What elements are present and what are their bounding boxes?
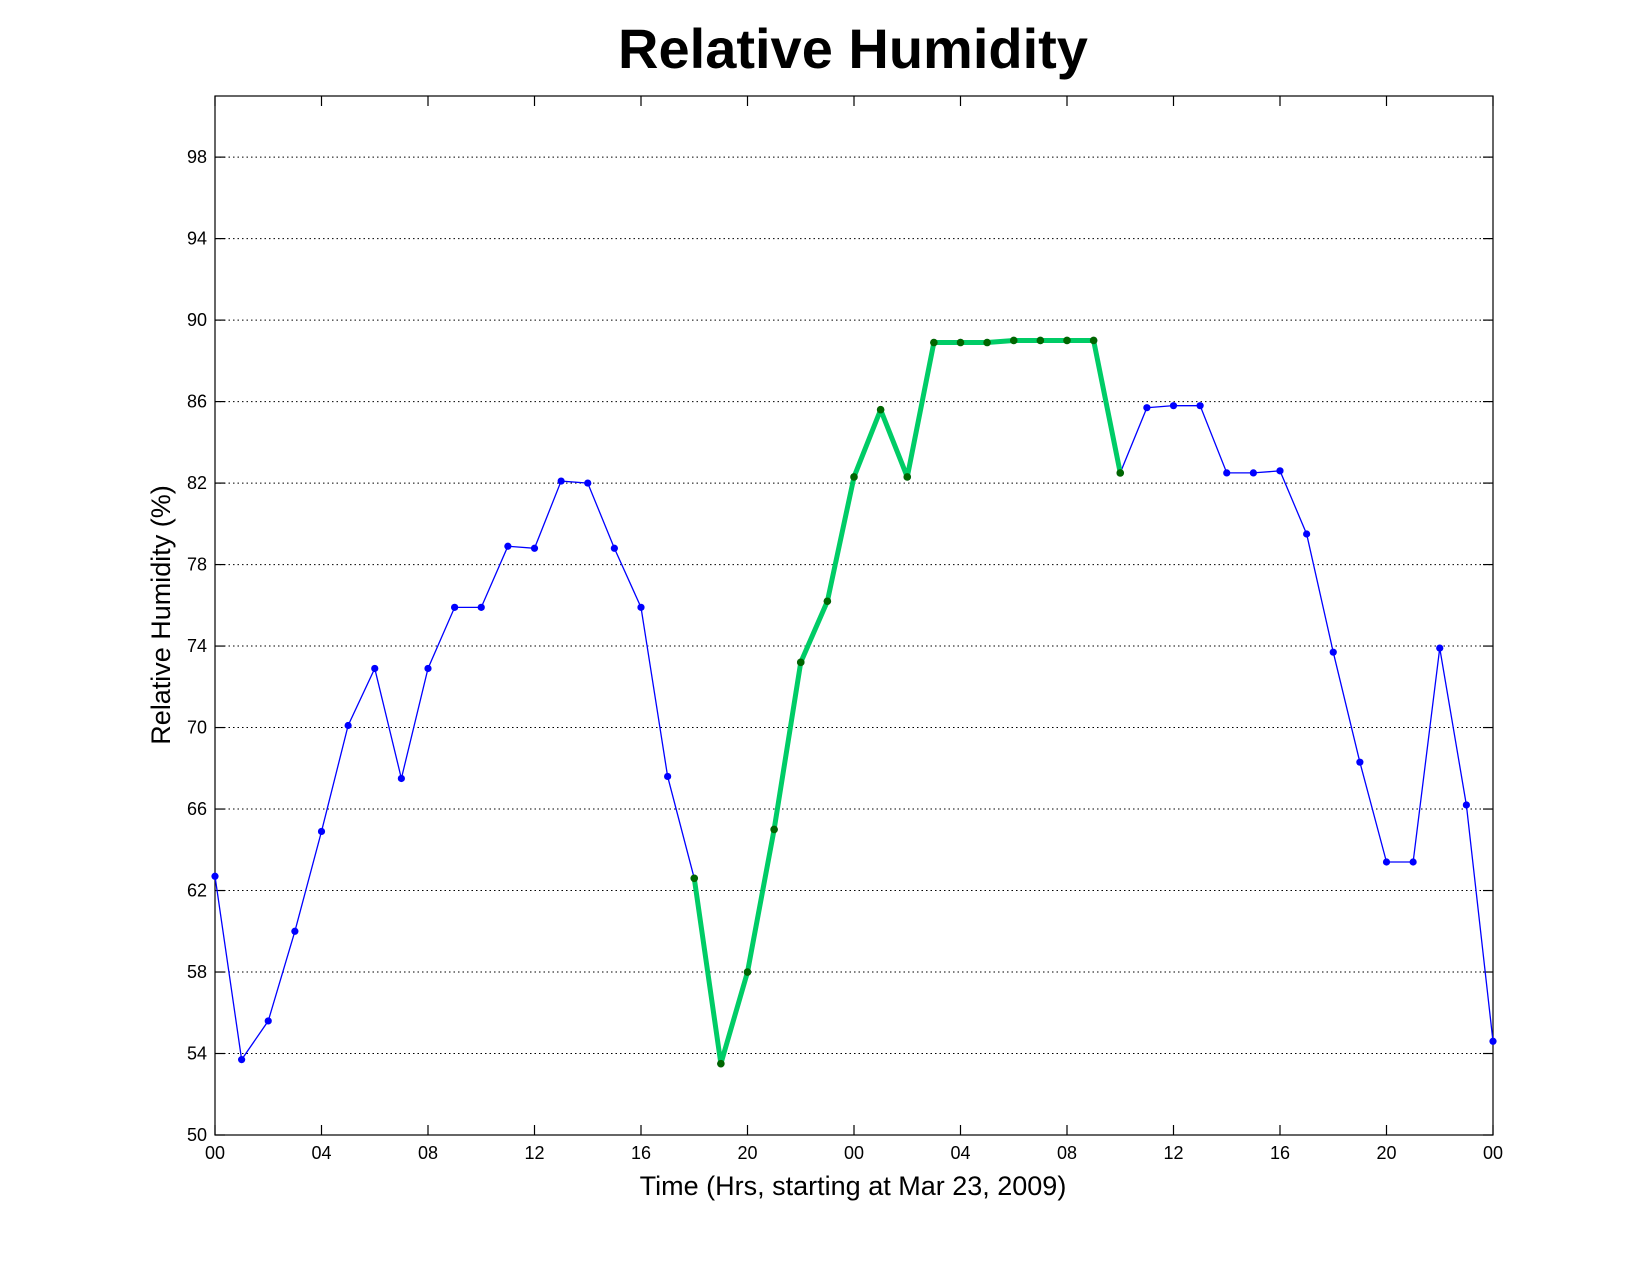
x-tick-label: 16: [631, 1143, 651, 1163]
data-point: [637, 603, 645, 611]
series-line-base: [214, 339, 1494, 1064]
data-point: [1356, 758, 1364, 766]
data-point: [451, 603, 459, 611]
data-point: [371, 664, 379, 673]
data-point: [1169, 402, 1178, 410]
y-tick-label: 62: [187, 881, 207, 901]
data-point: [1436, 644, 1444, 652]
x-tick-label: 00: [205, 1143, 225, 1163]
x-tick-label: 16: [1270, 1143, 1290, 1163]
highlight-point: [717, 1059, 725, 1068]
data-point: [344, 721, 352, 730]
series-layer: [211, 336, 1497, 1068]
data-point: [1489, 1037, 1497, 1045]
data-point: [610, 544, 618, 552]
highlight-point: [1116, 469, 1125, 477]
highlight-point: [930, 338, 938, 347]
data-point: [530, 544, 539, 552]
data-point: [1223, 469, 1231, 477]
data-point: [424, 664, 432, 673]
chart-title: Relative Humidity: [618, 17, 1088, 80]
data-point: [317, 827, 326, 836]
y-tick-label: 82: [187, 473, 207, 493]
data-point: [1276, 467, 1284, 475]
data-point: [211, 872, 219, 880]
y-tick-label: 90: [187, 310, 207, 330]
x-tick-label: 12: [524, 1143, 544, 1163]
highlight-point: [770, 825, 778, 834]
x-tick-label: 04: [311, 1143, 331, 1163]
data-point: [1462, 801, 1470, 809]
data-point: [664, 772, 672, 781]
grid-lines: [215, 156, 1493, 1055]
data-point: [264, 1017, 272, 1025]
y-tick-label: 70: [187, 718, 207, 738]
y-tick-label: 50: [187, 1125, 207, 1145]
data-point: [397, 774, 405, 783]
y-tick-label: 58: [187, 962, 207, 982]
data-point: [557, 477, 565, 485]
data-point: [1329, 648, 1337, 656]
axis-ticks: 50 54 58 62 66 70 74 78 82 86 90 94 98 00 04 08 12 16 20 00…: [187, 96, 1503, 1163]
y-tick-label: 94: [187, 229, 207, 249]
data-point: [584, 479, 592, 487]
x-tick-label: 08: [418, 1143, 438, 1163]
y-tick-label: 86: [187, 392, 207, 412]
highlight-point: [1063, 336, 1071, 345]
series-line-highlight: [691, 337, 1123, 1067]
highlight-point: [743, 968, 752, 976]
highlight-point: [1089, 336, 1098, 345]
data-point: [1382, 858, 1391, 866]
x-tick-label: 04: [950, 1143, 970, 1163]
data-point: [1409, 858, 1417, 866]
y-tick-label: 66: [187, 799, 207, 819]
x-tick-label: 08: [1057, 1143, 1077, 1163]
x-tick-label: 20: [1376, 1143, 1396, 1163]
x-tick-label: 00: [1483, 1143, 1503, 1163]
highlight-point: [850, 473, 858, 481]
data-point: [1143, 404, 1151, 412]
data-point: [291, 927, 299, 935]
highlight-point: [796, 658, 805, 667]
data-point: [504, 542, 512, 550]
x-tick-label: 12: [1163, 1143, 1183, 1163]
highlight-point: [1036, 336, 1045, 345]
y-tick-label: 78: [187, 555, 207, 575]
data-point: [1196, 402, 1204, 410]
data-point: [477, 603, 485, 611]
y-axis-label: Relative Humidity (%): [146, 485, 176, 745]
data-point: [1303, 530, 1311, 538]
y-tick-label: 74: [187, 636, 207, 656]
y-tick-label: 98: [187, 147, 207, 167]
highlight-point: [690, 874, 699, 883]
highlight-point: [903, 473, 912, 481]
highlight-point: [956, 338, 965, 347]
highlight-point: [1009, 336, 1018, 345]
plot-frame: [214, 95, 1494, 1136]
x-tick-label: 20: [737, 1143, 757, 1163]
data-point: [238, 1056, 246, 1064]
highlight-point: [876, 405, 885, 414]
highlight-point: [983, 338, 991, 347]
highlight-point: [823, 597, 832, 606]
x-tick-label: 00: [844, 1143, 864, 1163]
x-axis-label: Time (Hrs, starting at Mar 23, 2009): [640, 1171, 1067, 1201]
data-point: [1249, 469, 1257, 477]
y-tick-label: 54: [187, 1044, 207, 1064]
